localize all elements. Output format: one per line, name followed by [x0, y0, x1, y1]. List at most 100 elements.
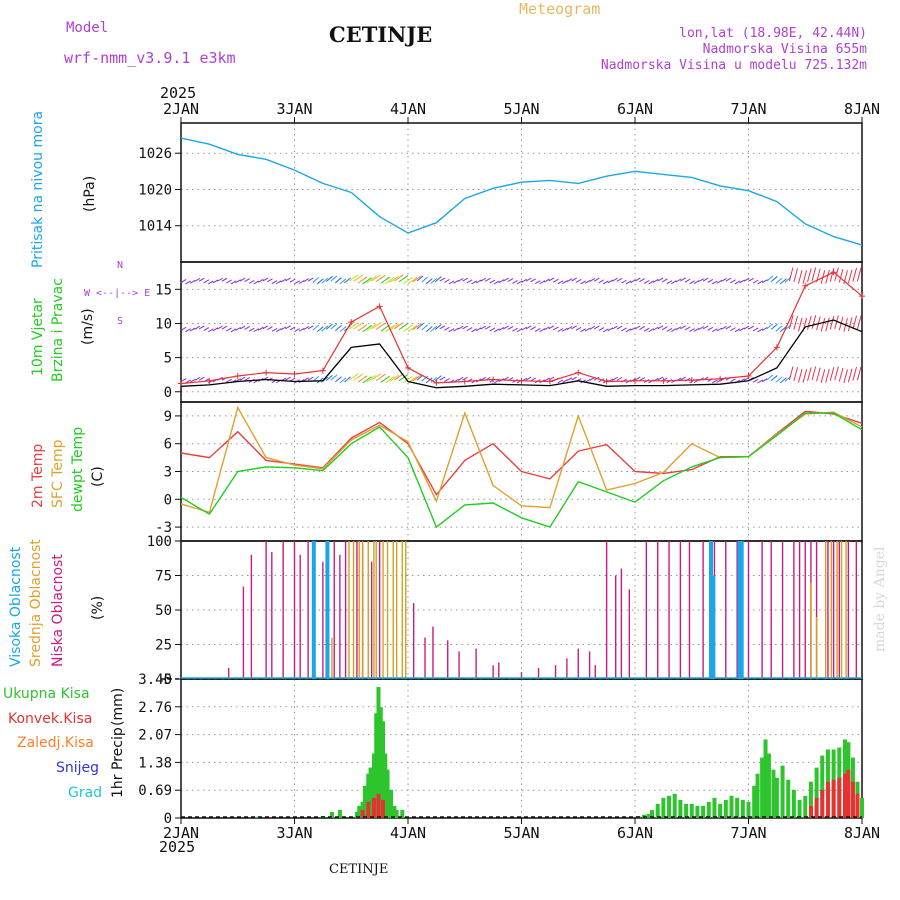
wind-barb	[230, 280, 237, 285]
temperature-ytick-label: 0	[164, 492, 172, 508]
wind-barb	[212, 279, 219, 284]
pressure-line	[180, 137, 863, 246]
wind-barb	[721, 325, 727, 330]
wind-barb	[571, 277, 577, 282]
wind-gust-marker	[575, 369, 582, 376]
wind-barb	[671, 328, 677, 332]
wind-barb	[820, 317, 826, 332]
wind-barb	[325, 374, 333, 381]
precip-bar	[368, 767, 373, 818]
wind-barb	[180, 279, 187, 283]
wind-barb	[543, 377, 550, 382]
wind-barb	[512, 279, 518, 284]
wind-barb	[480, 325, 487, 330]
precip-bar	[394, 809, 399, 818]
wind-ytick-label: 10	[155, 316, 172, 332]
wind-barb	[257, 326, 264, 331]
wind-barb	[752, 378, 759, 383]
wind-barb	[226, 327, 232, 332]
wind-barb	[294, 328, 300, 333]
wind-barb	[425, 326, 433, 333]
wind-barb	[657, 376, 664, 381]
wind-ytick-label: 0	[164, 385, 172, 401]
wind-barb	[185, 379, 191, 384]
wind-barb	[557, 379, 564, 384]
wind-barb	[634, 325, 641, 330]
wind-barb	[521, 326, 527, 331]
precip-frame	[180, 678, 863, 819]
wind-barb	[661, 326, 668, 331]
wind-barb	[312, 276, 320, 283]
lonlat-label: lon,lat (18.98E, 42.44N)	[679, 26, 867, 41]
wind-barb	[439, 376, 446, 381]
wind-barb	[230, 328, 237, 333]
wind-barb	[362, 376, 372, 384]
wind-barb	[298, 280, 305, 284]
wind-gust-marker	[490, 376, 497, 383]
wind-barb	[357, 276, 368, 284]
wind-gust-marker	[745, 373, 752, 380]
clouds-ytick-label: 50	[155, 603, 172, 619]
xtick-top-label: 3JAN	[276, 100, 312, 118]
wind-barb	[802, 369, 808, 383]
wind-barb	[298, 327, 305, 332]
wind-barb	[543, 326, 550, 331]
precip-bar	[701, 805, 706, 818]
wind-gust-marker	[859, 293, 865, 300]
wind-gust-marker	[660, 377, 667, 384]
wind-barb	[480, 277, 487, 282]
clouds-ytick-label: 0	[164, 672, 172, 688]
wind-barb	[221, 277, 228, 282]
legend-conv: Konvek.Kisa	[8, 711, 93, 727]
wind-barb	[666, 328, 673, 332]
wind-barb	[584, 279, 591, 284]
wind-barb-row	[180, 267, 862, 285]
precip-ytick-label: 2.07	[138, 728, 172, 744]
legend-hail: Grad	[68, 785, 103, 801]
wind-barb	[575, 326, 582, 331]
legend-snow: Snijeg	[56, 760, 100, 776]
precip-bar	[357, 805, 362, 818]
wind-barb	[847, 269, 853, 284]
precip-bar	[661, 797, 666, 818]
precip-bar	[712, 797, 717, 818]
wind-barb	[503, 325, 509, 330]
wind-barb	[689, 280, 695, 285]
wind-barb	[462, 277, 468, 282]
wind-barb	[775, 325, 783, 332]
wind-barb	[675, 326, 682, 331]
wind-barb	[371, 373, 381, 381]
precip-bar	[366, 773, 371, 818]
wind-barb	[612, 325, 618, 330]
wind-barb	[602, 328, 609, 333]
wind-barb	[276, 328, 282, 332]
wind-barb	[353, 322, 363, 330]
wind-barb	[675, 278, 682, 283]
wind-barb	[766, 323, 774, 330]
precip-bar	[780, 765, 785, 818]
wind-barb	[689, 328, 695, 333]
wind-barb	[226, 378, 232, 383]
clouds-grid	[175, 540, 862, 680]
wind-barb	[498, 327, 505, 331]
wind-barb	[189, 279, 196, 284]
precip-bar	[746, 801, 751, 818]
wind-barb	[398, 322, 409, 331]
wind-barb	[462, 325, 468, 330]
precip-bar	[766, 753, 771, 818]
wind-barb	[294, 280, 300, 285]
clouds-ytick-label: 100	[147, 534, 172, 550]
wind-barb	[439, 277, 446, 282]
precip-bar	[646, 813, 651, 818]
wind-barb	[566, 377, 573, 382]
wind-barb	[439, 325, 446, 330]
wind-barb	[357, 375, 368, 383]
wind-barb	[407, 277, 418, 285]
precip-bar	[837, 777, 842, 818]
wind-barb	[838, 268, 844, 283]
precip-bar	[360, 809, 365, 818]
precip-bar	[655, 803, 660, 818]
wind-barb	[516, 280, 523, 285]
precip-bar	[374, 713, 379, 818]
